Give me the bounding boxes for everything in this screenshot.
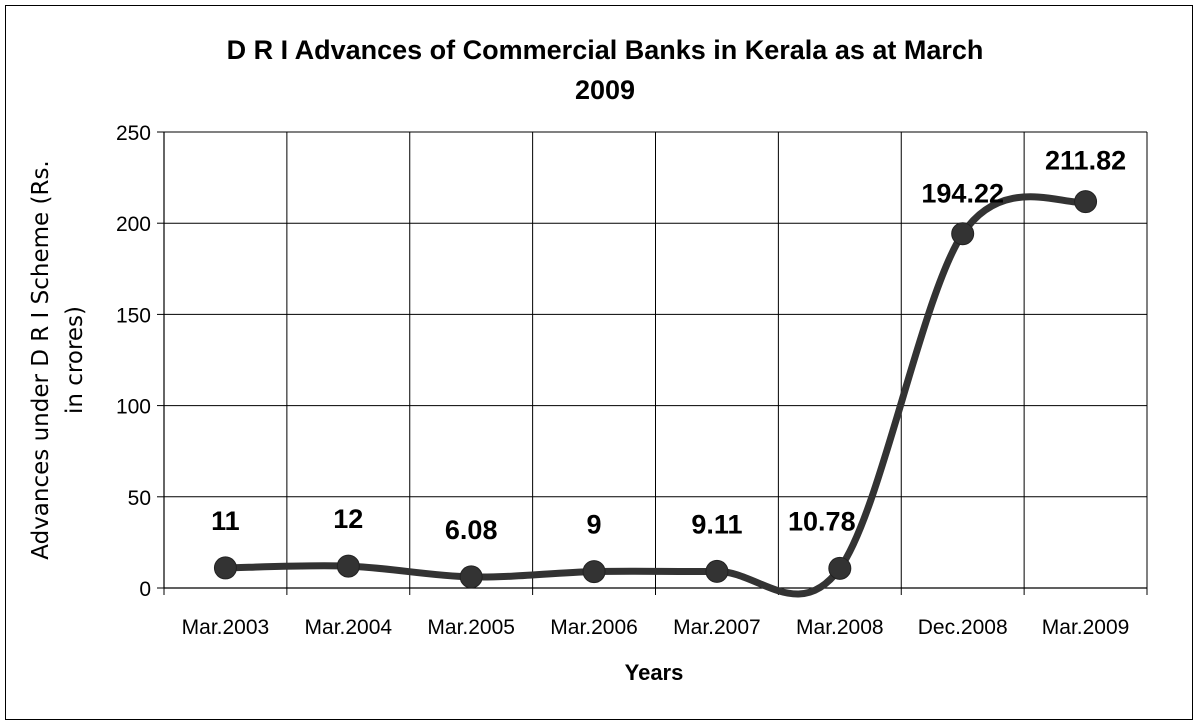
x-tick-label: Mar.2005: [427, 616, 515, 639]
y-axis-label: Advances under D R I Scheme (Rs. in cror…: [28, 160, 88, 559]
x-tick-label: Dec.2008: [918, 616, 1008, 639]
y-tick-label: 250: [116, 122, 151, 145]
data-label: 9: [587, 510, 602, 540]
data-markers: [213, 190, 1098, 589]
x-tick-labels: Mar.2003 Mar.2004 Mar.2005 Mar.2006 Mar.2007…: [182, 616, 1130, 639]
data-point: [951, 222, 975, 246]
x-tick-label: Mar.2006: [550, 616, 638, 639]
x-tick-label: Mar.2003: [182, 616, 270, 639]
data-point: [213, 556, 237, 580]
data-label: 211.82: [1045, 146, 1126, 176]
data-labels: 11 12 6.08 9 9.11 10.78 194.22 211.82: [211, 146, 1126, 545]
y-tick-label: 100: [116, 396, 151, 419]
chart-title: D R I Advances of Commercial Banks in Ke…: [227, 35, 984, 105]
data-point: [705, 559, 729, 583]
data-label: 194.22: [921, 179, 1004, 209]
chart-frame: [5, 5, 1193, 720]
data-label: 10.78: [788, 506, 856, 536]
data-label: 12: [333, 504, 363, 534]
chart-title-line-1: D R I Advances of Commercial Banks in Ke…: [227, 35, 984, 65]
y-tick-label: 50: [128, 487, 151, 510]
data-label: 11: [211, 506, 240, 536]
x-tick-label: Mar.2009: [1042, 616, 1130, 639]
x-axis-label: Years: [625, 660, 684, 685]
data-point: [336, 554, 360, 578]
y-tick-label: 150: [116, 304, 151, 327]
y-axis-label-line-2: in crores): [62, 306, 88, 414]
chart-title-line-2: 2009: [575, 75, 635, 105]
y-tick-label: 200: [116, 213, 151, 236]
data-point: [1074, 190, 1098, 214]
x-tick-label: Mar.2008: [796, 616, 884, 639]
data-label: 6.08: [445, 515, 498, 545]
data-label: 9.11: [691, 509, 742, 539]
x-tick-label: Mar.2007: [673, 616, 761, 639]
y-axis-label-line-1: Advances under D R I Scheme (Rs.: [28, 160, 54, 559]
x-tick-label: Mar.2004: [305, 616, 393, 639]
y-tick-label: 0: [139, 578, 151, 601]
data-point: [459, 565, 483, 589]
axes: [157, 131, 1148, 595]
y-tick-labels: 0 50 100 150 200 250: [116, 122, 151, 601]
data-point: [828, 556, 852, 580]
data-point: [582, 560, 606, 584]
